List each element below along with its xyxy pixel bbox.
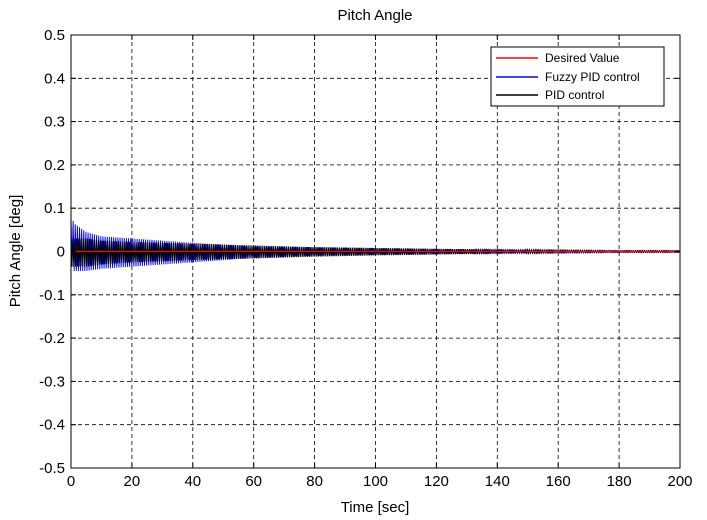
- x-tick-label: 180: [607, 473, 632, 490]
- tick-layer: [70, 34, 681, 469]
- tick-label-layer: 0 20 40 60 80 100 120 140 160 180 200 -0.5 -0.4 -0.3 -…: [39, 27, 692, 490]
- x-axis-label: Time [sec]: [341, 499, 410, 516]
- y-tick-label: 0.2: [44, 157, 65, 174]
- series-line-pid: [70, 238, 680, 267]
- legend-label-desired-value: Desired Value: [545, 51, 620, 65]
- y-tick-label: 0.5: [44, 27, 65, 44]
- legend-label-pid: PID control: [545, 88, 604, 102]
- x-tick-label: 20: [124, 473, 141, 490]
- y-axis-label: Pitch Angle [deg]: [7, 195, 24, 308]
- x-tick-label: 140: [485, 473, 510, 490]
- legend: Desired Value Fuzzy PID control PID cont…: [490, 46, 665, 107]
- x-tick-label: 0: [67, 473, 75, 490]
- chart-title: Pitch Angle: [337, 7, 412, 24]
- x-tick-label: 80: [306, 473, 323, 490]
- y-tick-label: 0.4: [44, 70, 65, 87]
- y-tick-label: 0.1: [44, 200, 65, 217]
- x-tick-label: 160: [546, 473, 571, 490]
- plot-layer: [70, 214, 680, 272]
- x-tick-label: 60: [245, 473, 262, 490]
- y-tick-label: -0.2: [39, 330, 65, 347]
- y-tick-label: 0: [57, 244, 65, 261]
- x-tick-label: 200: [667, 473, 692, 490]
- y-tick-label: -0.4: [39, 417, 65, 434]
- y-tick-label: 0.3: [44, 114, 65, 131]
- x-tick-label: 120: [424, 473, 449, 490]
- y-tick-label: -0.5: [39, 460, 65, 477]
- y-tick-label: -0.1: [39, 287, 65, 304]
- legend-label-fuzzy-pid: Fuzzy PID control: [545, 70, 640, 84]
- y-tick-label: -0.3: [39, 373, 65, 390]
- x-tick-label: 100: [363, 473, 388, 490]
- x-tick-label: 40: [184, 473, 201, 490]
